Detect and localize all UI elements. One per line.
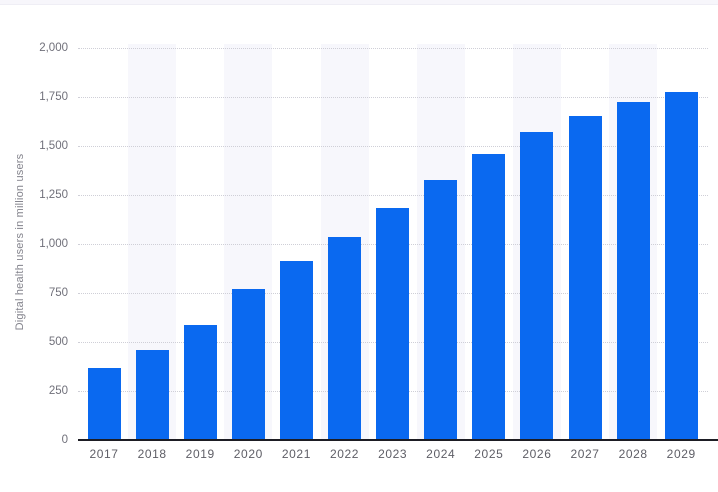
y-tick-label-500: 500 <box>48 335 68 348</box>
y-tick-label-1500: 1,500 <box>39 139 68 152</box>
y-tick-label-750: 750 <box>48 286 68 299</box>
x-axis-label-2027: 2027 <box>570 447 600 461</box>
x-axis-label-2018: 2018 <box>137 447 167 461</box>
x-axis-label-2019: 2019 <box>185 447 215 461</box>
gridline-2000 <box>78 47 708 49</box>
bar-2021[interactable] <box>279 261 313 440</box>
bar-2029[interactable] <box>664 91 698 440</box>
bar-2019[interactable] <box>183 325 217 440</box>
bar-2027[interactable] <box>568 116 602 440</box>
gridline-1500 <box>78 145 708 147</box>
x-axis-line <box>78 439 718 441</box>
x-axis-label-2025: 2025 <box>474 447 504 461</box>
x-axis-label-2028: 2028 <box>618 447 648 461</box>
bar-2023[interactable] <box>376 208 410 440</box>
bar-2018[interactable] <box>135 349 169 440</box>
y-tick-label-0: 0 <box>61 434 68 446</box>
x-axis-label-2026: 2026 <box>522 447 552 461</box>
top-border-strip <box>0 0 718 5</box>
x-axis-label-2020: 2020 <box>233 447 263 461</box>
gridline-1250 <box>78 194 708 196</box>
gridline-1750 <box>78 96 708 98</box>
bar-2028[interactable] <box>616 102 650 440</box>
y-tick-label-1250: 1,250 <box>39 188 68 201</box>
y-tick-label-250: 250 <box>48 384 68 397</box>
x-axis-label-2022: 2022 <box>329 447 360 461</box>
bar-2026[interactable] <box>520 131 554 440</box>
x-axis-label-2021: 2021 <box>281 447 311 461</box>
x-axis-label-2023: 2023 <box>378 447 408 461</box>
bar-2017[interactable] <box>87 368 121 440</box>
bar-2024[interactable] <box>424 179 458 440</box>
x-axis-label-2029: 2029 <box>666 447 696 461</box>
y-tick-label-1750: 1,750 <box>39 90 68 103</box>
bar-2025[interactable] <box>472 154 506 440</box>
x-axis-label-2024: 2024 <box>426 447 456 461</box>
bar-2020[interactable] <box>231 288 265 440</box>
x-axis-label-2017: 2017 <box>89 447 119 461</box>
bar-2022[interactable] <box>328 236 362 440</box>
y-tick-label-2000: 2,000 <box>39 41 68 54</box>
y-tick-label-1000: 1,000 <box>39 237 68 250</box>
